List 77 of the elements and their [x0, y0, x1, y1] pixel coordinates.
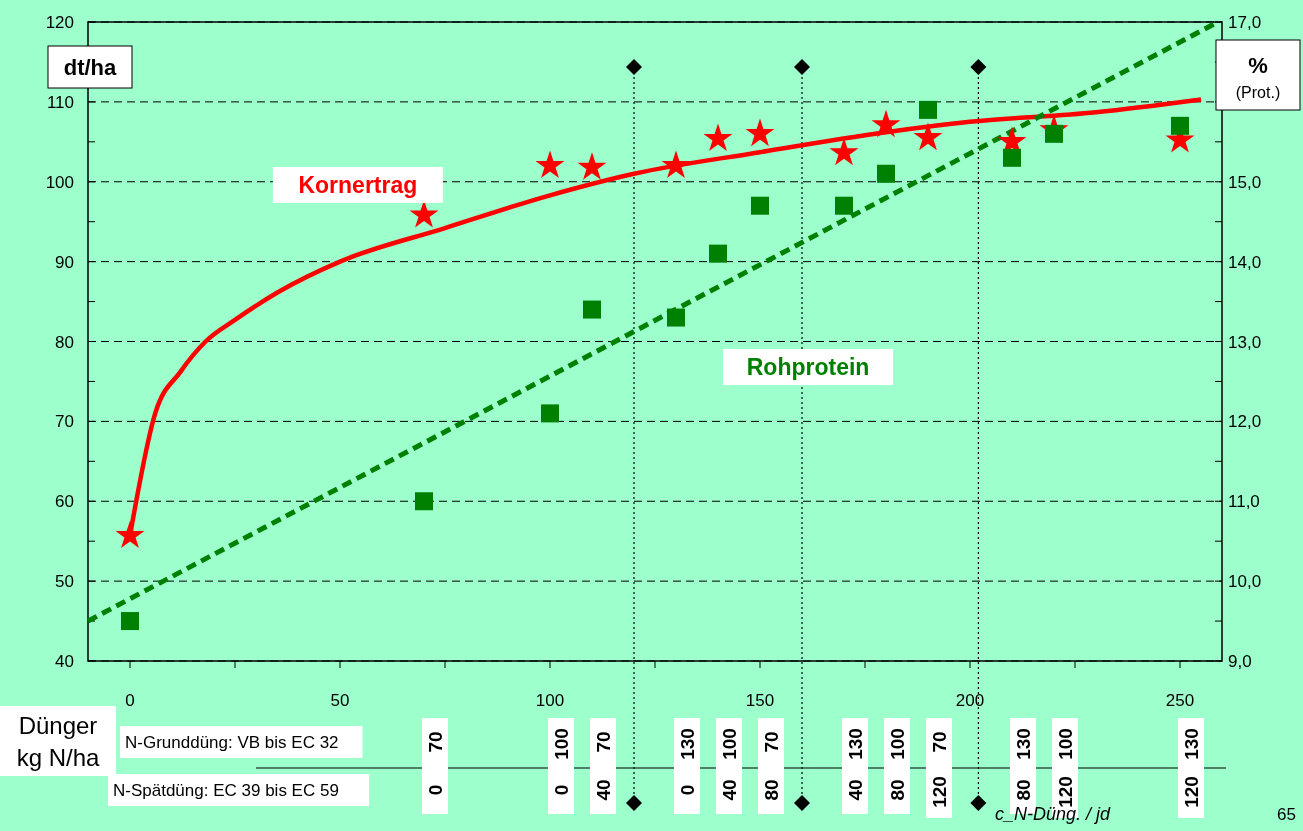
- text: 70: [425, 731, 446, 753]
- text: 70: [761, 731, 782, 753]
- text: 40: [593, 779, 614, 801]
- point: [871, 109, 901, 138]
- y2-tick-label: 17,0: [1228, 13, 1262, 32]
- y-tick-label: 40: [55, 652, 74, 671]
- x-tick-label: 200: [955, 691, 985, 710]
- x-tick-label: 150: [745, 691, 775, 710]
- point: [583, 300, 601, 319]
- y2-tick-label: 12,0: [1228, 412, 1262, 432]
- point: [835, 196, 853, 215]
- text: 130: [1013, 728, 1034, 760]
- point: [661, 150, 691, 179]
- y-tick-label: 100: [45, 172, 74, 192]
- point: [709, 244, 727, 263]
- point: [751, 196, 769, 215]
- text: 0: [551, 784, 572, 796]
- text: 120: [929, 776, 950, 808]
- y-tick-label: 120: [45, 13, 74, 32]
- point: [541, 404, 559, 423]
- point: [745, 118, 775, 147]
- y2-axis-title: % (Prot.): [1235, 53, 1281, 101]
- point: [1003, 148, 1021, 167]
- y-axis-title: dt/ha: [63, 55, 118, 80]
- point: [409, 200, 439, 228]
- series-label: Kornertrag: [298, 171, 418, 198]
- x-tick-label: 0: [125, 691, 135, 710]
- point: [535, 150, 565, 179]
- text: 40: [845, 779, 866, 801]
- y2-tick-label: 13,0: [1228, 332, 1262, 352]
- y-tick-label: 70: [55, 412, 74, 432]
- point: [1171, 116, 1189, 135]
- point: [1045, 124, 1063, 143]
- text: 130: [845, 728, 866, 760]
- text: 40: [719, 779, 740, 801]
- text: N-Spätdüng: EC 39 bis EC 59: [113, 781, 339, 800]
- y2-tick-label: 9,0: [1228, 652, 1252, 671]
- text: 0: [425, 784, 446, 796]
- text: 80: [1013, 779, 1034, 801]
- text: 70: [593, 731, 614, 753]
- y-tick-label: 110: [46, 92, 74, 112]
- point: [829, 137, 859, 166]
- point: [577, 152, 607, 180]
- x-tick-label: 100: [535, 691, 565, 710]
- text: 100: [1055, 728, 1076, 760]
- text: 130: [1181, 728, 1202, 760]
- x-tick-label: 250: [1165, 691, 1195, 710]
- y-tick-label: 90: [55, 252, 74, 272]
- text: 65: [1277, 805, 1296, 824]
- text: 80: [761, 779, 782, 801]
- point: [919, 100, 937, 119]
- y2-tick-label: 14,0: [1228, 252, 1262, 272]
- point: [115, 520, 145, 548]
- point: [415, 492, 433, 511]
- text: 130: [677, 728, 698, 760]
- text: 120: [1181, 776, 1202, 808]
- x-axis-title: Dünger kg N/ha: [16, 712, 100, 771]
- y2-tick-label: 11,0: [1228, 492, 1260, 512]
- text: N-Grunddüng: VB bis EC 32: [125, 733, 339, 752]
- text: 80: [887, 779, 908, 801]
- point: [703, 123, 733, 151]
- point: [913, 122, 943, 151]
- y-tick-label: 60: [55, 492, 74, 512]
- y2-tick-label: 10,0: [1228, 572, 1262, 592]
- y-tick-label: 80: [55, 332, 74, 352]
- point: [667, 308, 685, 327]
- y2-tick-label: 15,0: [1228, 172, 1262, 192]
- point: [877, 164, 895, 183]
- x-tick-label: 50: [330, 691, 350, 710]
- text: 70: [929, 731, 950, 753]
- y-tick-label: 50: [55, 572, 74, 592]
- point: [121, 612, 139, 631]
- text: 100: [551, 728, 572, 760]
- text: 100: [719, 728, 740, 760]
- text: 100: [887, 728, 908, 760]
- text: Rohprotein: [746, 354, 870, 381]
- text: 0: [677, 784, 698, 796]
